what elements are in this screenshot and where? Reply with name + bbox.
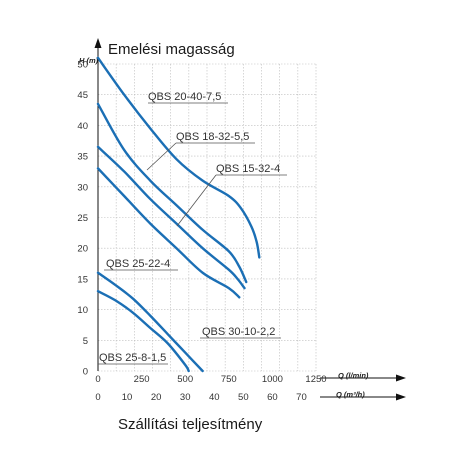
y-tick-label: 15 bbox=[77, 274, 88, 285]
x-tick-label-secondary: 60 bbox=[267, 392, 278, 403]
x-tick-label-secondary: 30 bbox=[180, 392, 191, 403]
x-axis-unit-primary: Q (l/min) bbox=[338, 371, 369, 380]
curve-qbs-25-8-1-5 bbox=[96, 289, 190, 373]
series-label-qbs-25-22-4: QBS 25-22-4 bbox=[106, 258, 170, 270]
x-tick-label-secondary: 50 bbox=[238, 392, 249, 403]
y-axis-title: Emelési magasság bbox=[108, 41, 235, 58]
y-tick-label: 35 bbox=[77, 152, 88, 163]
x-tick-label-primary: 250 bbox=[134, 374, 150, 385]
curve-qbs-18-32-5-5 bbox=[96, 102, 248, 284]
series-label-qbs-15-32-4: QBS 15-32-4 bbox=[216, 163, 280, 175]
y-axis-arrow bbox=[94, 38, 102, 48]
x-tick-label-secondary: 70 bbox=[296, 392, 307, 403]
y-tick-label: 25 bbox=[77, 213, 88, 224]
curve-qbs-25-22-4 bbox=[96, 167, 241, 299]
x-tick-label-secondary: 0 bbox=[95, 392, 100, 403]
x-axis-title: Szállítási teljesítmény bbox=[118, 416, 263, 433]
y-tick-label: 50 bbox=[77, 60, 88, 71]
series-label-qbs-20-40-7-5: QBS 20-40-7,5 bbox=[148, 91, 221, 103]
x-tick-label-secondary: 10 bbox=[122, 392, 133, 403]
x-tick-label-primary: 750 bbox=[221, 374, 237, 385]
series-label-qbs-18-32-5-5: QBS 18-32-5,5 bbox=[176, 131, 249, 143]
y-tick-label: 10 bbox=[77, 305, 88, 316]
curve-qbs-20-40-7-5 bbox=[96, 56, 261, 259]
x-tick-label-secondary: 40 bbox=[209, 392, 220, 403]
y-axis-unit: H (m) bbox=[79, 56, 99, 65]
curve-qbs-15-32-4 bbox=[96, 145, 246, 290]
x-tick-label-primary: 1000 bbox=[262, 374, 283, 385]
axes: H (m) Q (l/min) Q (m³/h) bbox=[79, 38, 406, 401]
x-tick-label-primary: 500 bbox=[177, 374, 193, 385]
series-label-qbs-30-10-2-2: QBS 30-10-2,2 bbox=[202, 326, 275, 338]
x-tick-label-primary: 1250 bbox=[305, 374, 326, 385]
y-tick-label: 45 bbox=[77, 90, 88, 101]
curve-qbs-30-10-2-2 bbox=[96, 271, 204, 373]
x-tick-label-primary: 0 bbox=[95, 374, 100, 385]
y-tick-label: 5 bbox=[83, 336, 88, 347]
x-axis-arrow-primary bbox=[396, 374, 406, 382]
x-tick-label-secondary: 20 bbox=[151, 392, 162, 403]
x-axis-unit-secondary: Q (m³/h) bbox=[336, 390, 365, 399]
y-tick-label: 20 bbox=[77, 244, 88, 255]
y-tick-label: 0 bbox=[83, 367, 88, 378]
y-tick-label: 40 bbox=[77, 121, 88, 132]
x-axis-arrow-secondary bbox=[396, 393, 406, 401]
series-label-leader bbox=[146, 142, 177, 171]
series-labels: QBS 20-40-7,5 QBS 18-32-5,5 QBS 15-32-4 QBS… bbox=[98, 91, 287, 365]
grid-lines bbox=[98, 63, 317, 372]
series-label-leader bbox=[176, 174, 217, 227]
series-label-qbs-25-8-1-5: QBS 25-8-1,5 bbox=[99, 352, 166, 364]
y-tick-label: 30 bbox=[77, 182, 88, 193]
series-curves bbox=[96, 56, 261, 373]
